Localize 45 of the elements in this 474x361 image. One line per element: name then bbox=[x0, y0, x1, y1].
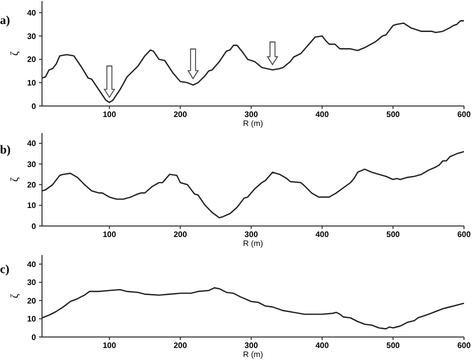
y-tick-label: 10 bbox=[27, 314, 37, 324]
y-axis-title: ζ bbox=[9, 293, 21, 298]
x-tick-label: 200 bbox=[174, 110, 188, 119]
text: c) bbox=[0, 262, 10, 276]
x-tick-label: 600 bbox=[457, 341, 472, 350]
line-series bbox=[41, 287, 465, 330]
text: b) bbox=[0, 142, 11, 156]
x-tick-label: 100 bbox=[102, 341, 117, 350]
x-tick-label: 500 bbox=[386, 230, 400, 239]
x-tick-label: 600 bbox=[457, 230, 472, 239]
y-tick-label: 20 bbox=[27, 180, 37, 190]
x-tick-label: 500 bbox=[386, 110, 400, 119]
y-tick-label: 40 bbox=[27, 8, 37, 18]
x-axis-title: R (m) bbox=[243, 239, 264, 248]
x-tick-label: 200 bbox=[174, 341, 188, 350]
y-tick-label: 40 bbox=[27, 139, 37, 148]
y-tick-label: 10 bbox=[27, 78, 37, 88]
y-tick-label: 10 bbox=[27, 201, 37, 210]
y-tick-label: 0 bbox=[32, 332, 37, 342]
text: a) bbox=[0, 13, 10, 28]
y-tick-label: 0 bbox=[32, 222, 37, 231]
y-tick-label: 40 bbox=[27, 260, 37, 269]
x-axis-title: R (m) bbox=[243, 350, 264, 359]
x-tick-label: 300 bbox=[244, 230, 258, 239]
y-tick-label: 30 bbox=[27, 278, 37, 288]
x-tick-label: 200 bbox=[174, 230, 188, 239]
x-tick-label: 400 bbox=[315, 110, 330, 119]
y-tick-label: 30 bbox=[27, 32, 37, 41]
line-series bbox=[41, 20, 465, 104]
x-tick-label: 300 bbox=[244, 341, 258, 350]
x-axis-title: R (m) bbox=[243, 119, 264, 128]
y-axis-title: ζ bbox=[9, 50, 21, 56]
x-tick-label: 100 bbox=[102, 110, 117, 119]
x-tick-label: 600 bbox=[457, 110, 472, 119]
y-tick-label: 30 bbox=[27, 160, 37, 169]
x-tick-label: 500 bbox=[386, 341, 400, 350]
x-tick-label: 400 bbox=[315, 230, 330, 239]
x-tick-label: 300 bbox=[244, 110, 258, 119]
y-tick-label: 20 bbox=[27, 55, 37, 64]
line-series bbox=[41, 150, 465, 218]
x-tick-label: 100 bbox=[102, 230, 117, 239]
x-tick-label: 400 bbox=[315, 341, 330, 350]
y-tick-label: 20 bbox=[27, 296, 37, 306]
y-axis-title: ζ bbox=[9, 176, 21, 182]
y-tick-label: 0 bbox=[32, 102, 37, 111]
